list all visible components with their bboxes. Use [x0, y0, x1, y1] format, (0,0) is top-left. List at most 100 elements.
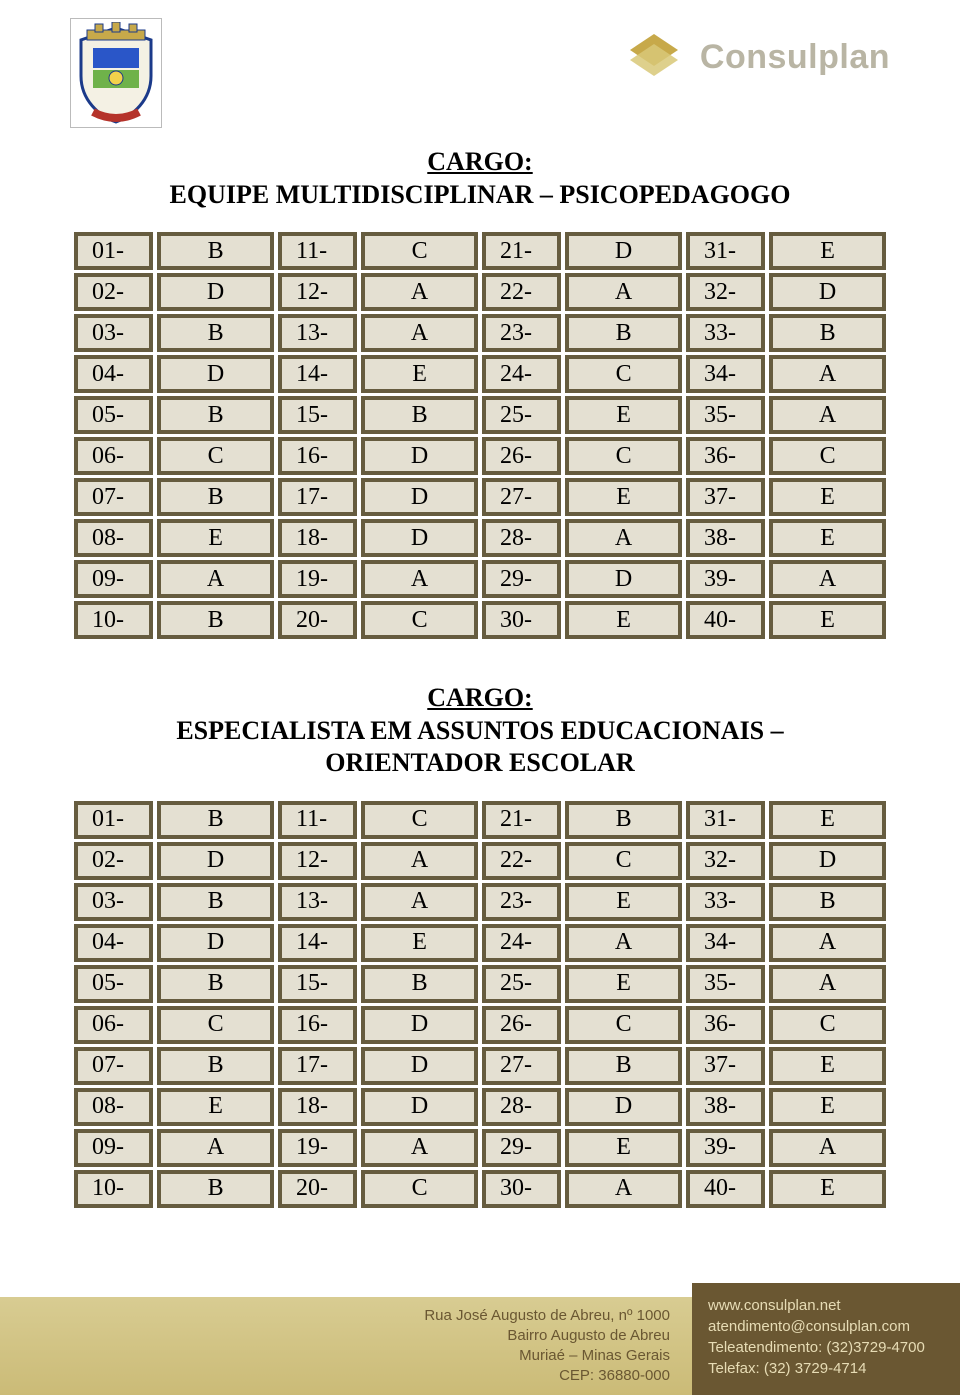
answer-cell: B	[361, 965, 478, 1003]
answer-cell: C	[565, 842, 682, 880]
answer-cell: A	[769, 1129, 886, 1167]
footer: Rua José Augusto de Abreu, nº 1000 Bairr…	[0, 1283, 960, 1395]
answer-cell: C	[157, 437, 274, 475]
answer-cell: B	[565, 314, 682, 352]
question-cell: 12-	[278, 842, 357, 880]
question-cell: 23-	[482, 314, 561, 352]
answer-cell: A	[361, 560, 478, 598]
question-cell: 27-	[482, 478, 561, 516]
answer-cell: A	[769, 560, 886, 598]
answer-cell: E	[769, 232, 886, 270]
answer-cell: D	[361, 1088, 478, 1126]
question-cell: 26-	[482, 1006, 561, 1044]
answer-cell: D	[361, 437, 478, 475]
question-cell: 05-	[74, 396, 153, 434]
table-row: 08-E18-D28-A38-E	[74, 519, 886, 557]
table-row: 02-D12-A22-A32-D	[74, 273, 886, 311]
answer-cell: C	[157, 1006, 274, 1044]
title-line: ESPECIALISTA EM ASSUNTOS EDUCACIONAIS –	[70, 715, 890, 748]
question-cell: 36-	[686, 437, 765, 475]
answer-key-table: 01-B11-C21-B31-E02-D12-A22-C32-D03-B13-A…	[70, 798, 890, 1211]
answer-cell: E	[565, 1129, 682, 1167]
cargo-label: CARGO:	[70, 146, 890, 179]
question-cell: 04-	[74, 924, 153, 962]
answer-cell: A	[769, 355, 886, 393]
answer-cell: A	[361, 1129, 478, 1167]
question-cell: 17-	[278, 478, 357, 516]
answer-cell: E	[157, 519, 274, 557]
table-row: 03-B13-A23-E33-B	[74, 883, 886, 921]
question-cell: 02-	[74, 273, 153, 311]
answer-cell: C	[769, 1006, 886, 1044]
table-row: 03-B13-A23-B33-B	[74, 314, 886, 352]
question-cell: 25-	[482, 965, 561, 1003]
table-row: 06-C16-D26-C36-C	[74, 437, 886, 475]
question-cell: 05-	[74, 965, 153, 1003]
question-cell: 11-	[278, 232, 357, 270]
answer-cell: B	[157, 314, 274, 352]
question-cell: 35-	[686, 965, 765, 1003]
answer-cell: E	[565, 601, 682, 639]
question-cell: 04-	[74, 355, 153, 393]
question-cell: 21-	[482, 801, 561, 839]
answer-cell: B	[565, 801, 682, 839]
answer-cell: E	[769, 801, 886, 839]
question-cell: 24-	[482, 355, 561, 393]
question-cell: 11-	[278, 801, 357, 839]
answer-cell: B	[769, 314, 886, 352]
answer-cell: D	[565, 560, 682, 598]
answer-cell: C	[361, 232, 478, 270]
question-cell: 19-	[278, 1129, 357, 1167]
answer-cell: C	[769, 437, 886, 475]
question-cell: 03-	[74, 883, 153, 921]
question-cell: 40-	[686, 1170, 765, 1208]
question-cell: 01-	[74, 801, 153, 839]
cargo-label: CARGO:	[70, 682, 890, 715]
answer-cell: B	[157, 396, 274, 434]
question-cell: 02-	[74, 842, 153, 880]
question-cell: 18-	[278, 519, 357, 557]
question-cell: 34-	[686, 924, 765, 962]
answer-cell: A	[565, 273, 682, 311]
answer-cell: E	[769, 1088, 886, 1126]
question-cell: 37-	[686, 1047, 765, 1085]
question-cell: 19-	[278, 560, 357, 598]
answer-cell: E	[565, 883, 682, 921]
question-cell: 08-	[74, 519, 153, 557]
answer-cell: A	[769, 396, 886, 434]
answer-cell: B	[769, 883, 886, 921]
question-cell: 29-	[482, 560, 561, 598]
question-cell: 25-	[482, 396, 561, 434]
question-cell: 28-	[482, 1088, 561, 1126]
answer-cell: C	[361, 801, 478, 839]
question-cell: 36-	[686, 1006, 765, 1044]
answer-cell: C	[565, 355, 682, 393]
table-row: 05-B15-B25-E35-A	[74, 965, 886, 1003]
answer-cell: D	[361, 1047, 478, 1085]
answer-cell: E	[769, 601, 886, 639]
question-cell: 15-	[278, 396, 357, 434]
table-row: 10-B20-C30-E40-E	[74, 601, 886, 639]
contact-line: Teleatendimento: (32)3729-4700	[708, 1337, 944, 1358]
section-title: CARGO:ESPECIALISTA EM ASSUNTOS EDUCACION…	[70, 682, 890, 780]
footer-address: Rua José Augusto de Abreu, nº 1000 Bairr…	[424, 1306, 692, 1387]
question-cell: 14-	[278, 355, 357, 393]
question-cell: 14-	[278, 924, 357, 962]
header: Consulplan	[70, 18, 890, 128]
answer-cell: B	[157, 883, 274, 921]
answer-cell: D	[157, 842, 274, 880]
question-cell: 09-	[74, 1129, 153, 1167]
answer-cell: A	[157, 560, 274, 598]
answer-cell: A	[565, 924, 682, 962]
question-cell: 07-	[74, 1047, 153, 1085]
answer-cell: D	[361, 478, 478, 516]
question-cell: 34-	[686, 355, 765, 393]
brand: Consulplan	[618, 30, 890, 85]
question-cell: 31-	[686, 232, 765, 270]
answer-cell: E	[565, 478, 682, 516]
answer-cell: A	[361, 314, 478, 352]
answer-cell: E	[769, 519, 886, 557]
section-title: CARGO:EQUIPE MULTIDISCIPLINAR – PSICOPED…	[70, 146, 890, 211]
address-line: Bairro Augusto de Abreu	[424, 1326, 670, 1346]
table-row: 09-A19-A29-D39-A	[74, 560, 886, 598]
